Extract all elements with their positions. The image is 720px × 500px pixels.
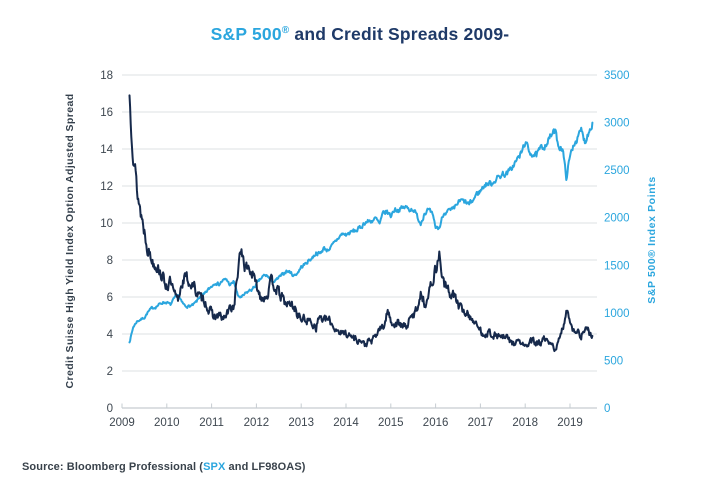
source-text-1: Source: Bloomberg Professional ( xyxy=(22,461,204,473)
x-axis-tick-label: 2012 xyxy=(244,417,270,429)
x-axis-tick-label: 2018 xyxy=(512,417,538,429)
right-axis-tick-label: 1000 xyxy=(604,308,630,320)
x-axis-tick-label: 2014 xyxy=(333,417,359,429)
x-axis-tick-label: 2019 xyxy=(557,417,583,429)
x-axis-tick-label: 2017 xyxy=(468,417,494,429)
right-axis-tick-label: 1500 xyxy=(604,260,630,272)
x-axis-tick-label: 2009 xyxy=(109,417,135,429)
title-sp500: S&P 500 xyxy=(210,24,282,44)
left-axis-tick-label: 8 xyxy=(107,255,113,267)
source-spx-link: SPX xyxy=(203,461,226,473)
right-axis-tick-label: 2500 xyxy=(604,165,630,177)
left-axis-tick-label: 12 xyxy=(100,181,113,193)
title-credit-spreads: and Credit Spreads 2009- xyxy=(289,24,510,44)
right-axis-tick-label: 3000 xyxy=(604,118,630,130)
x-axis-tick-label: 2013 xyxy=(288,417,314,429)
left-axis-tick-label: 2 xyxy=(107,366,113,378)
source-note: Source: Bloomberg Professional (SPX and … xyxy=(22,461,306,473)
sp500-line xyxy=(128,121,594,344)
credit-spread-line xyxy=(128,94,594,353)
left-axis-tick-label: 14 xyxy=(100,144,113,156)
left-axis-tick-label: 16 xyxy=(100,107,113,119)
left-axis-tick-label: 10 xyxy=(100,218,113,230)
left-axis-title: Credit Suisse High Yield Index Option Ad… xyxy=(64,93,76,389)
right-axis-tick-label: 500 xyxy=(604,355,623,367)
x-axis-tick-label: 2011 xyxy=(199,417,224,429)
chart-title: S&P 500® and Credit Spreads 2009- xyxy=(0,24,720,45)
x-axis-tick-label: 2016 xyxy=(423,417,449,429)
x-axis-tick-label: 2015 xyxy=(378,417,404,429)
right-axis-tick-label: 3500 xyxy=(604,70,630,82)
x-axis-tick-label: 2010 xyxy=(154,417,180,429)
registered-mark: ® xyxy=(281,25,290,37)
right-axis-tick-label: 2000 xyxy=(604,213,630,225)
right-axis-title: S&P 500® Index Points xyxy=(646,176,658,304)
left-axis-tick-label: 4 xyxy=(107,329,114,341)
left-axis-tick-label: 0 xyxy=(107,403,113,415)
left-axis-tick-label: 18 xyxy=(100,70,113,82)
right-axis-tick-label: 0 xyxy=(604,403,610,415)
source-text-2: and LF98OAS) xyxy=(225,461,306,473)
left-axis-tick-label: 6 xyxy=(107,292,113,304)
